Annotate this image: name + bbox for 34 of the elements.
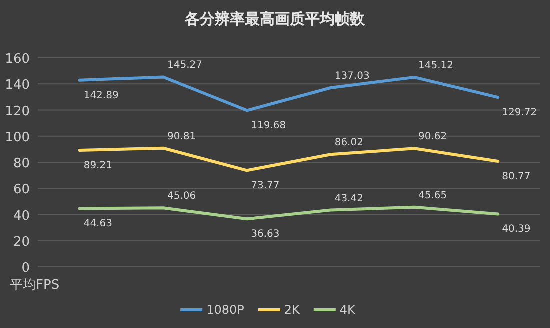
data-label: 43.42	[334, 193, 364, 204]
y-tick-label: 0	[22, 261, 30, 276]
line-series	[78, 206, 500, 221]
y-tick-label: 40	[13, 208, 30, 224]
data-label: 142.89	[84, 90, 119, 102]
data-label: 80.77	[502, 171, 531, 182]
y-tick-label: 140	[5, 78, 30, 94]
data-label: 145.27	[168, 60, 202, 72]
y-tick-label: 80	[13, 156, 30, 172]
data-label: 90.62	[418, 132, 448, 143]
y-tick-label: 120	[5, 104, 30, 120]
data-label: 45.06	[168, 191, 196, 202]
data-label: 145.12	[418, 60, 454, 72]
y-tick-label: 20	[13, 234, 30, 250]
data-label: 129.72	[502, 108, 538, 119]
line-series	[78, 146, 500, 172]
data-label: 90.81	[168, 131, 196, 142]
chart-title: 各分辨率最高画质平均帧数	[184, 10, 366, 28]
data-label: 89.21	[84, 160, 112, 172]
data-label: 73.77	[251, 180, 280, 192]
data-label: 40.39	[502, 224, 531, 236]
y-tick-label: 160	[5, 52, 30, 67]
y-tick-label: 60	[13, 182, 30, 198]
y-tick-label: 100	[5, 130, 30, 146]
y-axis-title: 平均FPS	[10, 278, 60, 293]
legend-label: 2K	[284, 303, 302, 317]
legend-label: 4K	[340, 303, 357, 317]
legend-label: 1080P	[206, 303, 244, 317]
data-label: 36.63	[251, 229, 280, 240]
data-label: 137.03	[334, 71, 370, 82]
data-label: 44.63	[84, 218, 112, 230]
data-label: 86.02	[334, 138, 364, 149]
data-label: 119.68	[251, 120, 286, 132]
data-label: 45.65	[418, 190, 448, 202]
